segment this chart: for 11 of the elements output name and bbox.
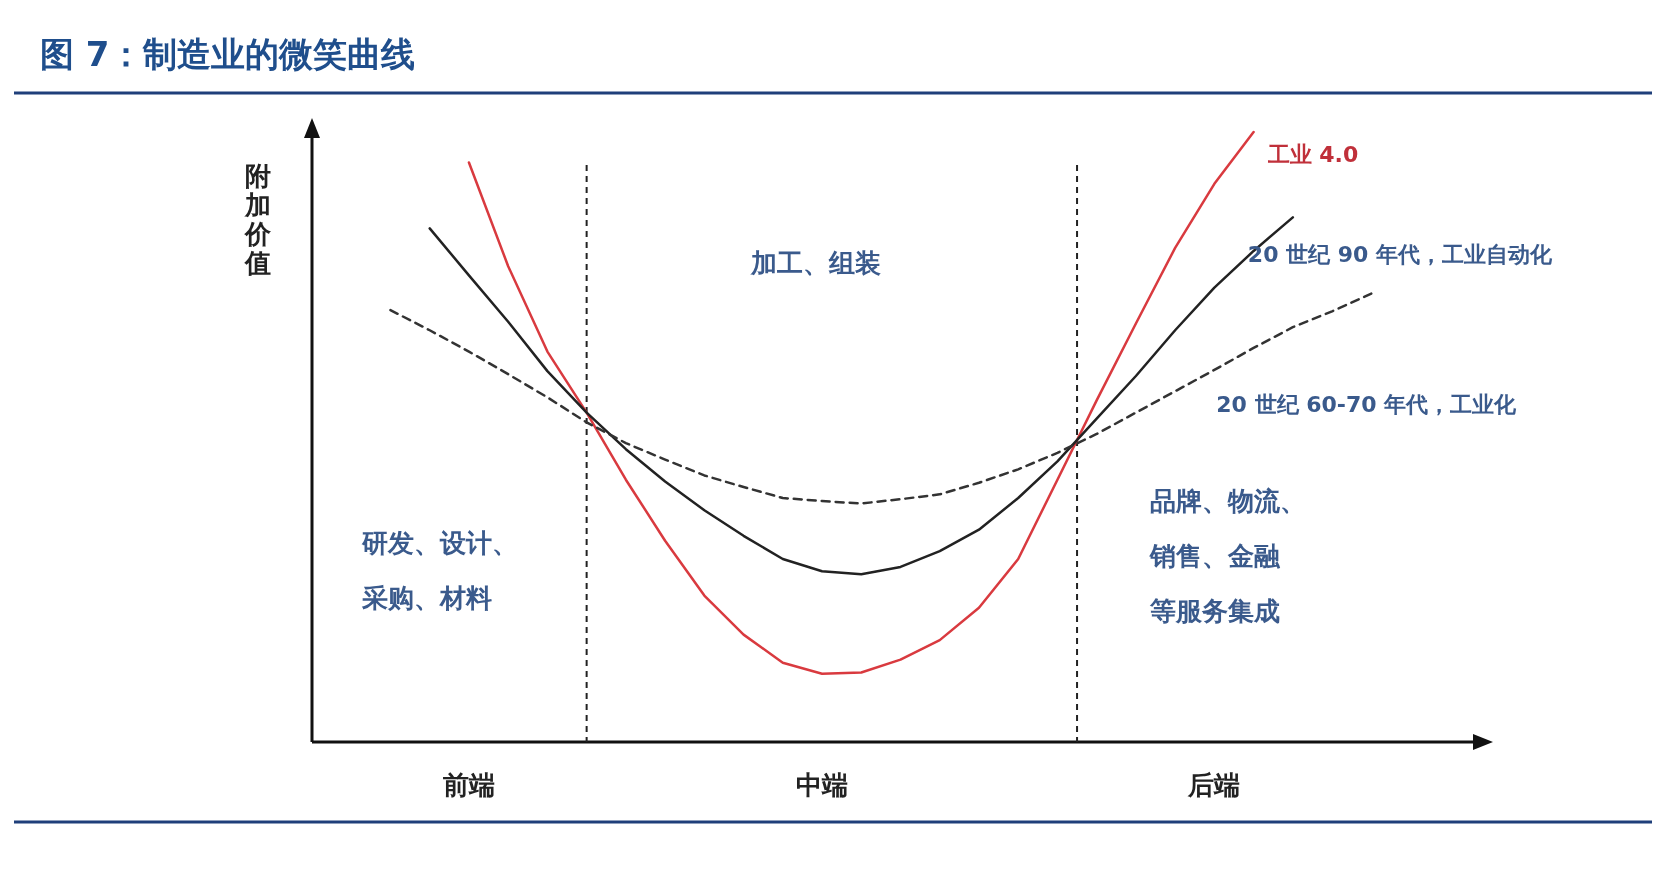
x-tick-label: 中端 <box>796 770 849 800</box>
annotation: 研发、设计、采购、材料 <box>361 528 518 613</box>
series-label: 20 世纪 90 年代，工业自动化 <box>1247 242 1554 268</box>
series-label: 20 世纪 60-70 年代，工业化 <box>1216 391 1518 417</box>
annotation: 加工、组装 <box>750 248 881 278</box>
y-axis-title: 附加价值 <box>244 161 272 278</box>
x-tick-label: 前端 <box>441 770 495 800</box>
chart-title: 图 7：制造业的微笑曲线 <box>40 34 416 74</box>
annotation: 品牌、物流、销售、金融等服务集成 <box>1149 486 1306 626</box>
x-tick-label: 后端 <box>1187 770 1241 800</box>
series-label: 工业 4.0 <box>1266 142 1359 167</box>
